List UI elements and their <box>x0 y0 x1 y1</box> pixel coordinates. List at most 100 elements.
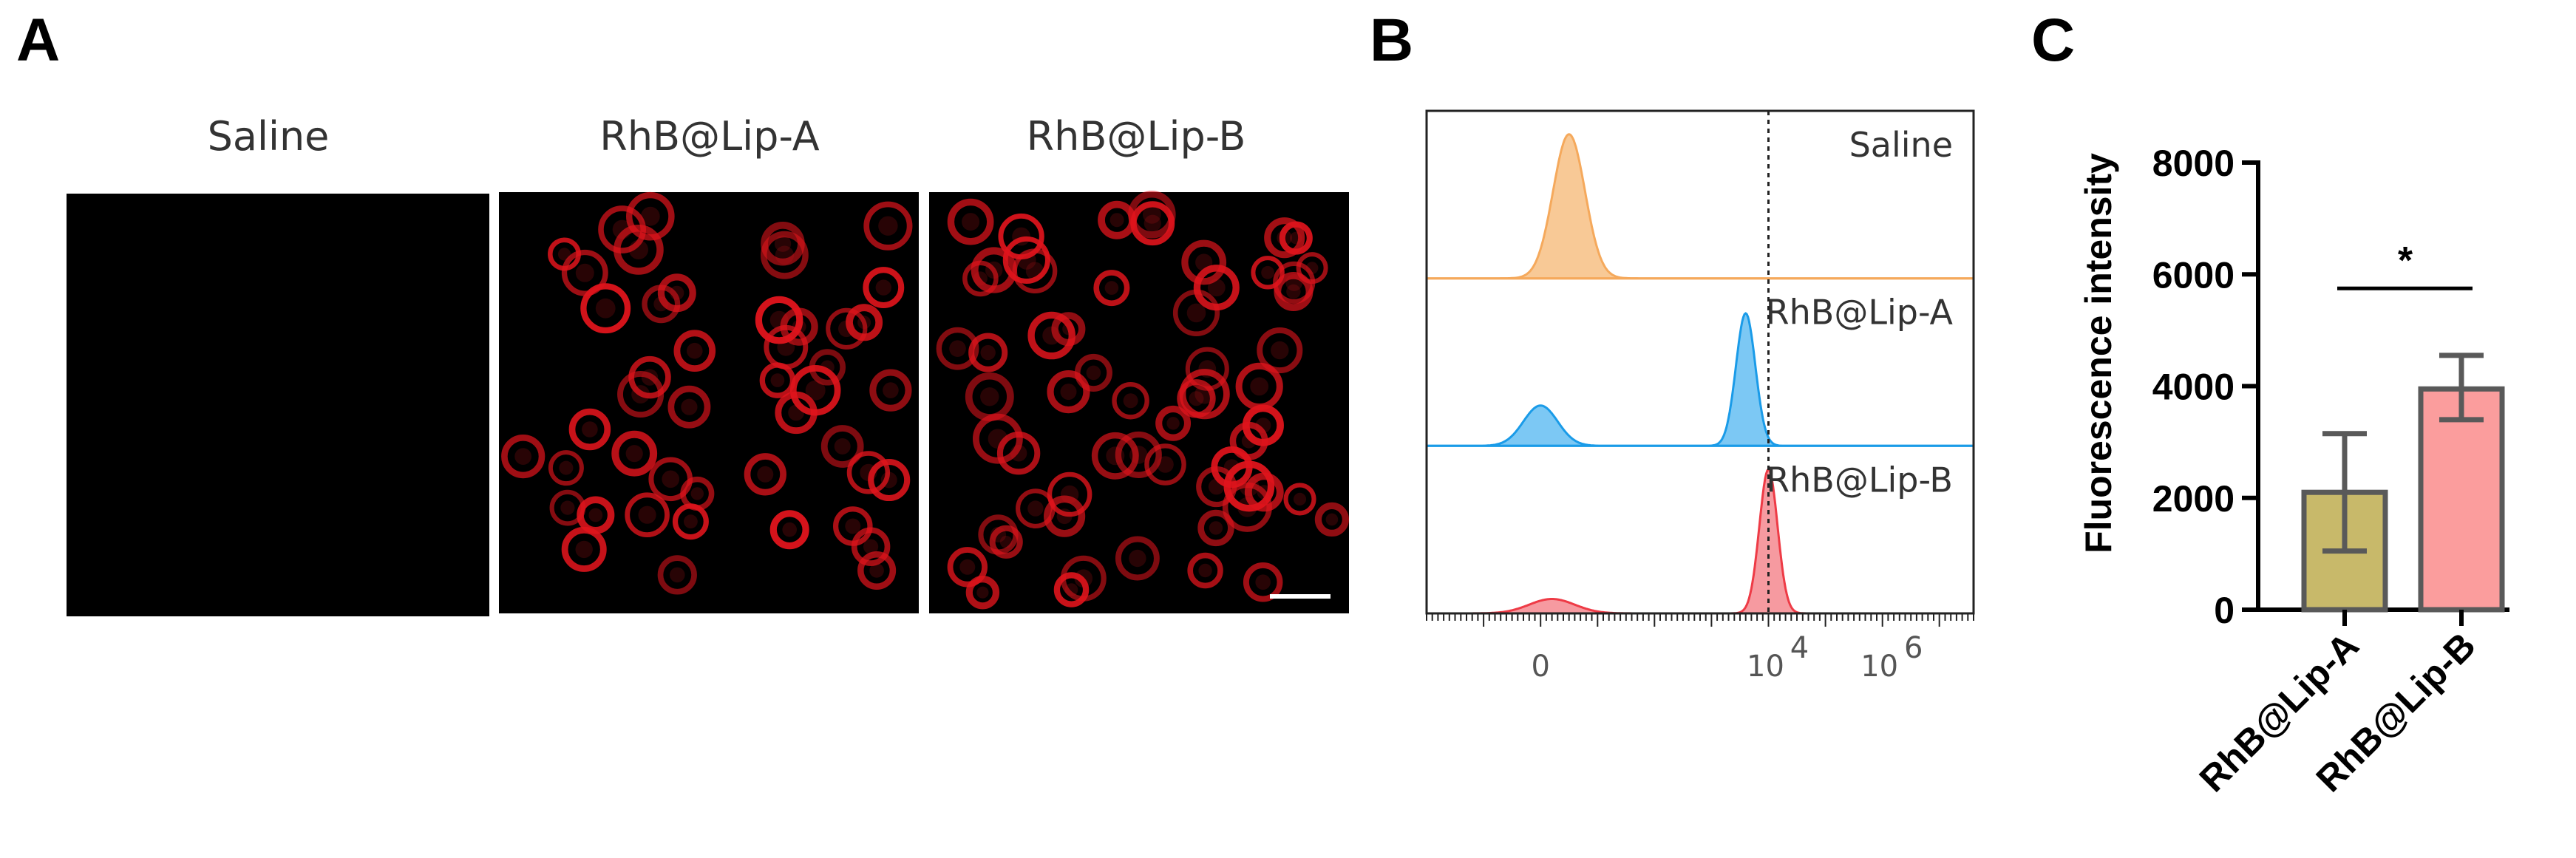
cell-center <box>641 369 659 386</box>
cell-center <box>1305 262 1319 274</box>
cell <box>561 526 607 572</box>
cell <box>846 304 883 341</box>
cell <box>1047 370 1090 414</box>
cell <box>628 355 671 399</box>
cell-center <box>976 586 989 599</box>
cell-center <box>805 380 826 401</box>
cell <box>1047 471 1092 517</box>
cell <box>868 458 911 502</box>
cell <box>863 267 905 309</box>
cell-center <box>1255 418 1271 433</box>
cell-center <box>1325 513 1339 526</box>
y-tick-label: 8000 <box>2152 143 2235 184</box>
y-tick-label: 2000 <box>2152 478 2235 520</box>
cell <box>1314 502 1350 537</box>
cell-center <box>880 471 897 488</box>
significance-marker: * <box>2398 239 2413 282</box>
cell-center <box>582 421 598 437</box>
x-tick-exponent: 6 <box>1904 631 1923 665</box>
cell <box>568 408 611 451</box>
cell <box>1197 509 1234 547</box>
cell-center <box>575 263 594 282</box>
cell <box>501 434 546 479</box>
cell <box>673 330 716 372</box>
cell-center <box>1195 253 1213 271</box>
cell <box>761 221 805 266</box>
image-label-saline: Saline <box>208 113 330 160</box>
cell <box>789 364 841 416</box>
cell-center <box>962 213 980 231</box>
cell-center <box>1261 265 1274 279</box>
cell <box>1115 431 1162 478</box>
y-tick-label: 0 <box>2214 590 2235 631</box>
cell <box>857 551 897 590</box>
cell-center <box>1277 230 1293 246</box>
cell-center <box>857 316 871 330</box>
cell-center <box>670 567 685 583</box>
cell-center <box>588 508 603 522</box>
x-tick-label: 10 <box>1860 650 1898 684</box>
cell-center <box>687 342 703 359</box>
cell <box>744 453 786 496</box>
panel-b-letter: B <box>1370 7 1413 74</box>
cell <box>826 307 868 350</box>
cell-center <box>980 344 996 361</box>
cell <box>642 285 681 324</box>
cell-center <box>1060 384 1077 401</box>
cell-center <box>1255 574 1271 590</box>
bar-y-axis-title: Fluorescence intensity <box>2078 153 2119 554</box>
cell-center <box>883 382 899 398</box>
cell-center <box>782 522 797 537</box>
cell <box>1274 271 1314 311</box>
cell <box>761 231 809 279</box>
cell <box>1187 552 1223 589</box>
cell <box>833 506 873 546</box>
cell <box>548 450 584 486</box>
micrograph-saline <box>67 194 489 616</box>
cell <box>978 514 1019 555</box>
cell-center <box>990 526 1007 543</box>
cell <box>1177 379 1216 418</box>
x-tick-label: 0 <box>1531 650 1549 684</box>
cell-center <box>514 448 532 465</box>
cell <box>780 307 818 346</box>
flow-histograms: Saline RhB@Lip-A RhB@Lip-B <box>1427 111 1974 615</box>
cell <box>561 249 608 296</box>
x-tick-label: 10 <box>1747 650 1784 684</box>
cell-center <box>559 460 574 475</box>
cell-center <box>640 206 660 226</box>
cell-center <box>1166 417 1180 430</box>
cell-center <box>1198 563 1212 578</box>
cell <box>1296 252 1328 285</box>
cell-center <box>1286 284 1301 299</box>
cell-center <box>869 563 884 578</box>
y-tick-label: 6000 <box>2152 254 2235 296</box>
cell <box>769 510 809 550</box>
micrograph-rhb-lip-a <box>499 191 919 613</box>
cell-center <box>1012 227 1030 246</box>
cell <box>1251 256 1285 290</box>
cell <box>1155 405 1192 441</box>
x-tick-exponent: 4 <box>1790 631 1809 665</box>
cell <box>863 201 913 251</box>
cell <box>611 430 658 477</box>
flow-frame <box>1425 109 1975 615</box>
cell <box>1172 289 1220 337</box>
cell <box>648 457 693 502</box>
cell-center <box>1143 214 1161 232</box>
cell-center <box>875 279 892 296</box>
cell-center <box>878 216 898 236</box>
cell <box>1128 191 1176 239</box>
cell-center <box>1250 377 1269 396</box>
cell <box>846 451 891 494</box>
cell-center <box>845 518 861 534</box>
cell <box>968 333 1008 372</box>
cell-center <box>1198 360 1217 378</box>
cell-center <box>1237 497 1257 517</box>
cell <box>869 369 912 412</box>
cell <box>1181 239 1227 285</box>
cell <box>549 489 586 526</box>
cell <box>996 432 1041 475</box>
cell-center <box>1129 549 1146 568</box>
histogram-label: RhB@Lip-A <box>1766 293 1954 333</box>
